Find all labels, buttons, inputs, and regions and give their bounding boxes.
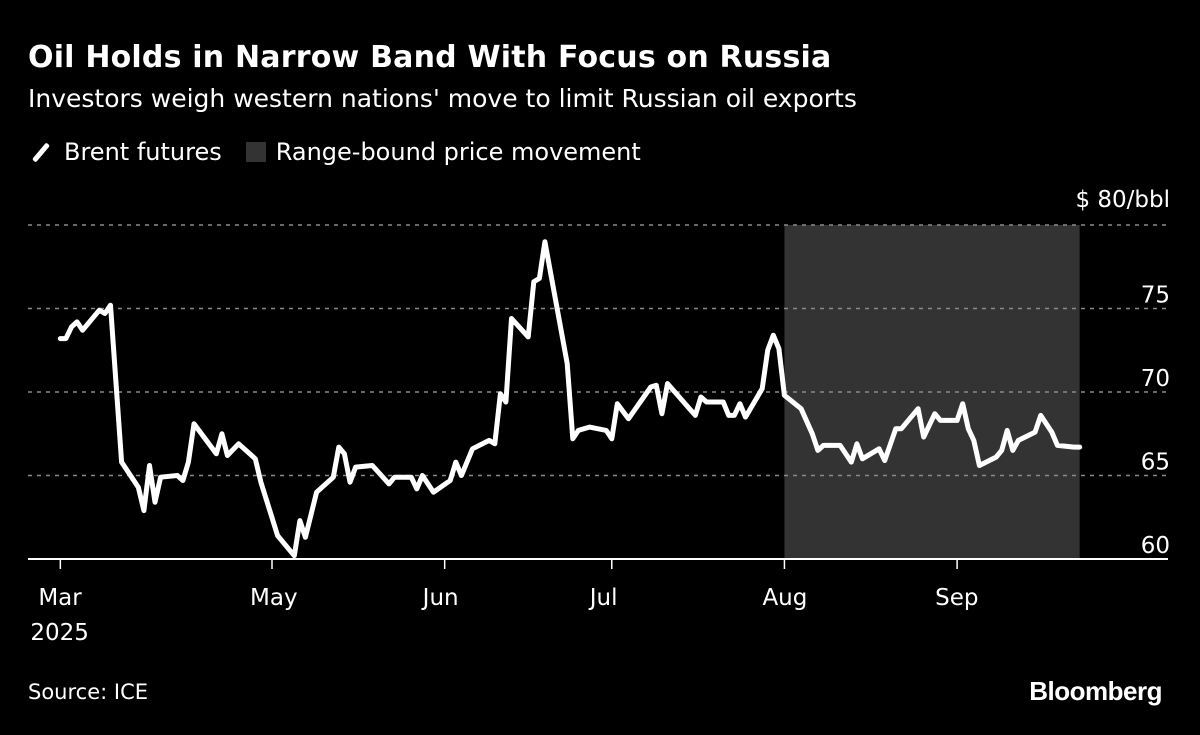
source-note: Source: ICE: [28, 680, 149, 704]
y-tick-label: 75: [1141, 283, 1170, 309]
y-tick-label: 70: [1141, 366, 1170, 392]
x-tick-label: Mar: [38, 585, 82, 611]
chart-subtitle: Investors weigh western nations' move to…: [28, 84, 857, 113]
x-tick-sublabel: 2025: [30, 620, 89, 646]
legend: Brent futures Range-bound price movement: [30, 138, 665, 166]
bloomberg-logo: Bloomberg: [1029, 676, 1162, 706]
x-tick-label: Jul: [588, 585, 618, 611]
chart-title: Oil Holds in Narrow Band With Focus on R…: [28, 40, 832, 75]
x-tick-label: Aug: [762, 585, 807, 611]
x-tick-label: May: [250, 585, 298, 611]
y-tick-label: $ 80/bbl: [1075, 187, 1170, 213]
legend-label: Brent futures: [64, 138, 222, 166]
shaded-box-icon: [245, 142, 266, 162]
y-tick-label: 60: [1141, 533, 1170, 559]
x-tick-label: Jun: [421, 585, 459, 611]
y-tick-label: 65: [1141, 450, 1170, 476]
range-bound-shaded-region: [784, 225, 1080, 559]
x-tick-label: Sep: [935, 585, 978, 611]
brent-futures-line: [57, 239, 1083, 559]
legend-label: Range-bound price movement: [275, 138, 641, 166]
legend-item-range: Range-bound price movement: [245, 138, 641, 166]
legend-item-brent: Brent futures: [30, 138, 222, 166]
